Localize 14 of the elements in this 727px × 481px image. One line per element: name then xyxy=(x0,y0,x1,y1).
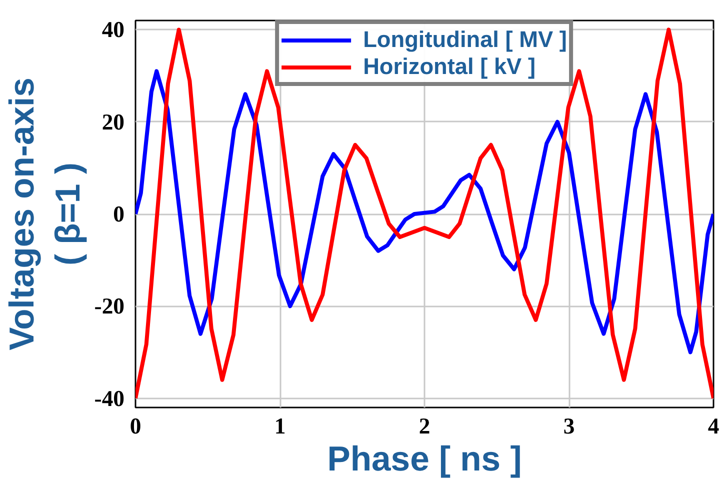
x-axis-title: Phase [ ns ] xyxy=(327,440,522,478)
x-tick-label: 1 xyxy=(274,414,286,438)
legend-label: Longitudinal [ MV ] xyxy=(363,26,567,53)
y-tick-label: -20 xyxy=(94,294,124,319)
x-tick-label: 3 xyxy=(563,414,575,438)
y-tick-label: -40 xyxy=(94,386,124,411)
y-tick-label: 20 xyxy=(102,109,124,134)
x-tick-label: 2 xyxy=(418,414,430,438)
x-tick-label: 4 xyxy=(708,414,720,438)
legend-label: Horizontal [ kV ] xyxy=(363,53,536,80)
y-tick-label: 0 xyxy=(113,202,124,226)
x-tick-label: 0 xyxy=(130,414,142,438)
y-axis-title: Voltages on-axis ( β=1 ) xyxy=(4,78,88,350)
y-tick-label: 40 xyxy=(102,17,124,42)
